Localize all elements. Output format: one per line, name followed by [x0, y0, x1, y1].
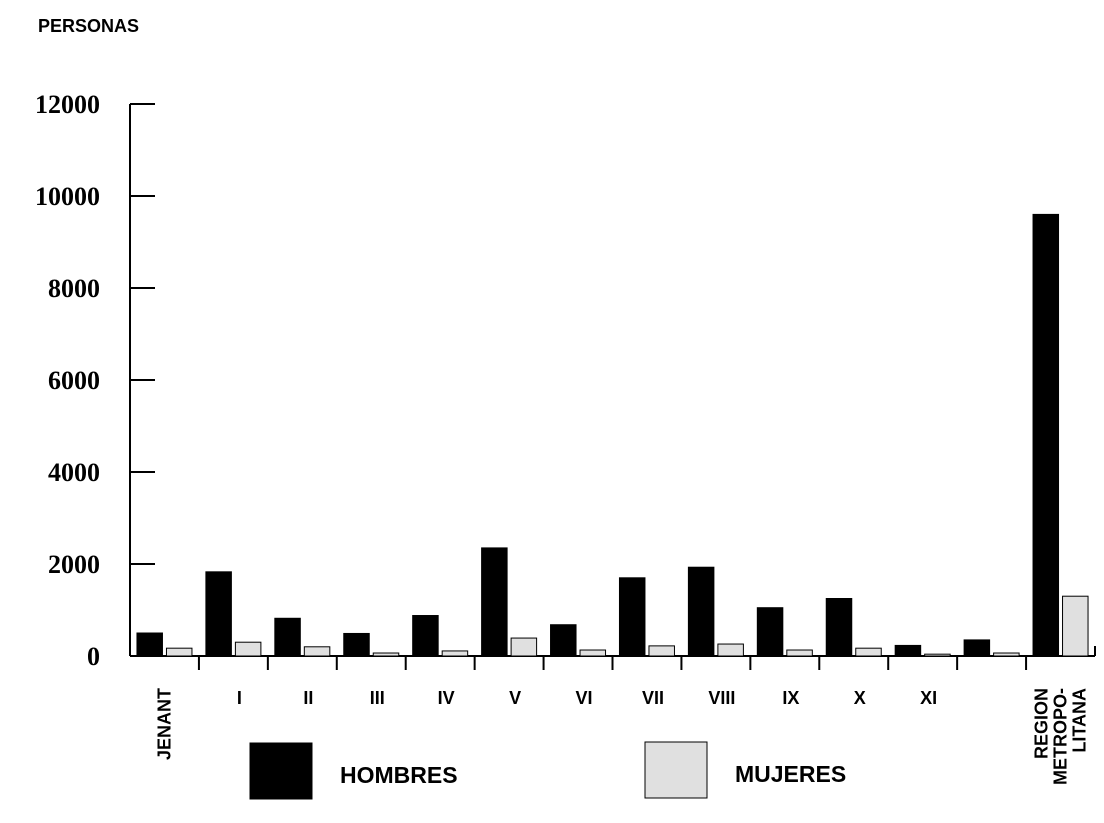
- y-tick-label: 6000: [48, 366, 100, 395]
- bar: [343, 632, 370, 657]
- y-tick-label: 0: [87, 642, 100, 671]
- x-tick-label: XI: [920, 688, 937, 708]
- x-tick-label: IV: [438, 688, 455, 708]
- bar: [1062, 595, 1089, 657]
- bar: [756, 607, 784, 657]
- bar: [894, 644, 922, 657]
- x-tick-label: III: [370, 688, 385, 708]
- x-tick-label: X: [854, 688, 866, 708]
- x-tick-label: VI: [576, 688, 593, 708]
- bar: [550, 624, 577, 657]
- y-tick-label: 12000: [35, 90, 100, 119]
- x-tick-label: REGIONMETROPO-LITANA: [1032, 688, 1090, 785]
- bar: [963, 639, 991, 657]
- x-tick-label: I: [237, 688, 242, 708]
- bar: [372, 652, 400, 657]
- bar: [717, 643, 744, 657]
- bar: [786, 649, 813, 657]
- bar: [993, 652, 1020, 657]
- bar: [687, 566, 715, 657]
- legend-swatch: [249, 742, 313, 800]
- x-tick-label: VII: [642, 688, 664, 708]
- x-tick-label-line: JENANT: [154, 688, 174, 760]
- bar: [855, 647, 882, 657]
- y-tick-label: 2000: [48, 550, 100, 579]
- bar: [205, 571, 232, 657]
- x-tick-label-line: REGION: [1032, 688, 1052, 759]
- x-tick-label: VIII: [708, 688, 735, 708]
- bar: [825, 598, 853, 657]
- x-tick-label: IX: [782, 688, 799, 708]
- bar: [165, 647, 193, 657]
- legend-swatch: [644, 741, 708, 799]
- bar: [412, 615, 439, 657]
- y-axis-title: PERSONAS: [38, 16, 139, 36]
- bar: [618, 577, 646, 657]
- bar: [136, 632, 163, 657]
- bar: [481, 547, 508, 657]
- bar: [579, 649, 607, 657]
- bar: [274, 617, 301, 657]
- bar: [441, 650, 469, 657]
- y-tick-label: 8000: [48, 274, 100, 303]
- x-tick-label-line: METROPO-: [1051, 688, 1071, 785]
- y-tick-label: 10000: [35, 182, 100, 211]
- bar: [303, 646, 331, 657]
- y-tick-label: 4000: [48, 458, 100, 487]
- x-tick-label: II: [303, 688, 313, 708]
- bar: [1032, 213, 1060, 657]
- bar: [648, 645, 675, 657]
- x-tick-label-line: LITANA: [1070, 688, 1090, 753]
- x-tick-label: JENANT: [154, 688, 174, 760]
- bar: [924, 653, 951, 657]
- bar: [234, 641, 262, 657]
- bar: [510, 637, 538, 657]
- x-tick-label: V: [509, 688, 521, 708]
- legend-label: HOMBRES: [340, 762, 458, 788]
- legend-label: MUJERES: [735, 761, 846, 787]
